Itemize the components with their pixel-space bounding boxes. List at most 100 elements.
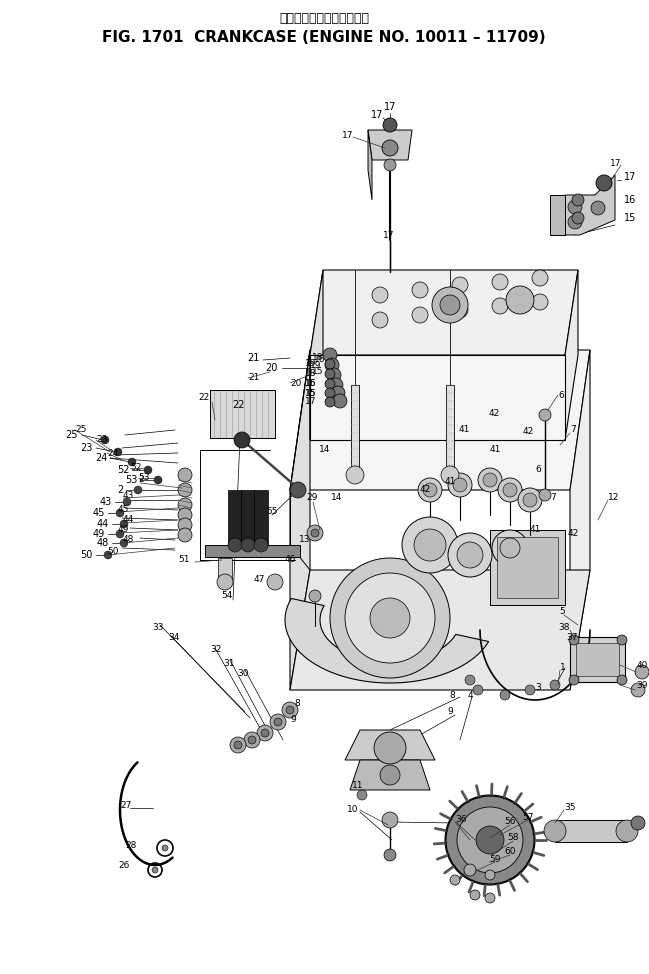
Circle shape (539, 489, 551, 501)
Text: 44: 44 (97, 519, 109, 529)
Circle shape (440, 295, 460, 315)
Text: 41: 41 (459, 426, 470, 434)
Circle shape (345, 573, 435, 663)
Bar (254, 490, 268, 545)
Circle shape (325, 379, 335, 389)
Text: 19: 19 (310, 360, 321, 369)
Text: 6: 6 (558, 391, 564, 399)
Circle shape (448, 533, 492, 577)
Circle shape (254, 538, 268, 552)
Text: 17: 17 (304, 397, 316, 406)
Circle shape (492, 298, 508, 314)
Text: 21: 21 (248, 373, 260, 383)
Text: 48: 48 (97, 538, 109, 548)
Circle shape (518, 488, 542, 512)
Circle shape (635, 665, 649, 679)
Text: 16: 16 (624, 195, 636, 205)
Circle shape (596, 175, 612, 191)
Polygon shape (345, 730, 435, 760)
Circle shape (162, 845, 168, 851)
Circle shape (178, 528, 192, 542)
Circle shape (492, 274, 508, 290)
Circle shape (101, 436, 109, 444)
Circle shape (116, 509, 124, 517)
Text: 25: 25 (66, 430, 78, 440)
Text: 6: 6 (535, 466, 541, 474)
Circle shape (485, 870, 495, 880)
Circle shape (380, 765, 400, 785)
Text: 42: 42 (420, 485, 431, 495)
Polygon shape (350, 760, 430, 790)
Circle shape (290, 482, 306, 498)
Text: 16: 16 (313, 356, 325, 364)
Text: 45: 45 (118, 505, 129, 513)
Polygon shape (550, 195, 565, 235)
Circle shape (532, 294, 548, 310)
Text: 47: 47 (254, 576, 265, 584)
Polygon shape (310, 270, 323, 440)
Circle shape (457, 542, 483, 568)
Text: 14: 14 (319, 445, 330, 455)
Text: 58: 58 (508, 834, 519, 843)
Circle shape (569, 675, 579, 685)
Text: 37: 37 (567, 633, 578, 643)
Circle shape (329, 378, 343, 392)
Circle shape (307, 525, 323, 541)
Circle shape (116, 530, 124, 538)
Text: 17: 17 (609, 159, 621, 168)
Circle shape (178, 508, 192, 522)
Circle shape (382, 140, 398, 156)
Text: 36: 36 (455, 815, 467, 825)
Text: 21: 21 (248, 353, 260, 363)
Circle shape (134, 486, 142, 494)
Polygon shape (310, 355, 565, 440)
Text: 4: 4 (467, 691, 473, 699)
Polygon shape (570, 350, 590, 690)
Text: 17: 17 (384, 102, 396, 112)
Bar (490, 530, 565, 605)
Text: 18: 18 (304, 369, 316, 379)
Circle shape (120, 520, 128, 528)
Text: 10: 10 (347, 805, 358, 814)
Circle shape (569, 635, 579, 645)
Text: 39: 39 (637, 681, 648, 690)
Text: 15: 15 (304, 389, 316, 397)
Text: 19: 19 (304, 359, 316, 368)
Circle shape (500, 690, 510, 700)
Circle shape (282, 702, 298, 718)
Circle shape (257, 725, 273, 741)
Circle shape (478, 468, 502, 492)
Bar (218, 558, 232, 580)
Circle shape (473, 685, 483, 695)
Circle shape (441, 466, 459, 484)
Circle shape (418, 478, 442, 502)
Circle shape (457, 807, 523, 873)
Polygon shape (368, 130, 372, 200)
Text: 48: 48 (123, 536, 134, 544)
Text: 24: 24 (107, 448, 118, 458)
Text: 23: 23 (96, 435, 107, 444)
Circle shape (228, 538, 242, 552)
Text: 9: 9 (290, 716, 296, 725)
Circle shape (550, 680, 560, 690)
Text: 44: 44 (123, 515, 134, 525)
Circle shape (123, 498, 131, 506)
Text: 29: 29 (306, 494, 318, 503)
Text: 31: 31 (223, 658, 234, 667)
Circle shape (492, 530, 528, 566)
Circle shape (414, 529, 446, 561)
Circle shape (309, 590, 321, 602)
Text: 17: 17 (624, 172, 637, 182)
Text: 50: 50 (107, 547, 119, 556)
Text: 8: 8 (449, 691, 455, 699)
Circle shape (152, 867, 158, 873)
Text: 60: 60 (504, 847, 516, 856)
Text: 42: 42 (489, 408, 500, 418)
Circle shape (544, 820, 566, 842)
Circle shape (568, 200, 582, 214)
Text: 45: 45 (93, 508, 105, 518)
Polygon shape (285, 598, 489, 683)
Text: 53: 53 (138, 473, 149, 482)
Text: 59: 59 (489, 855, 501, 865)
Circle shape (452, 277, 468, 293)
